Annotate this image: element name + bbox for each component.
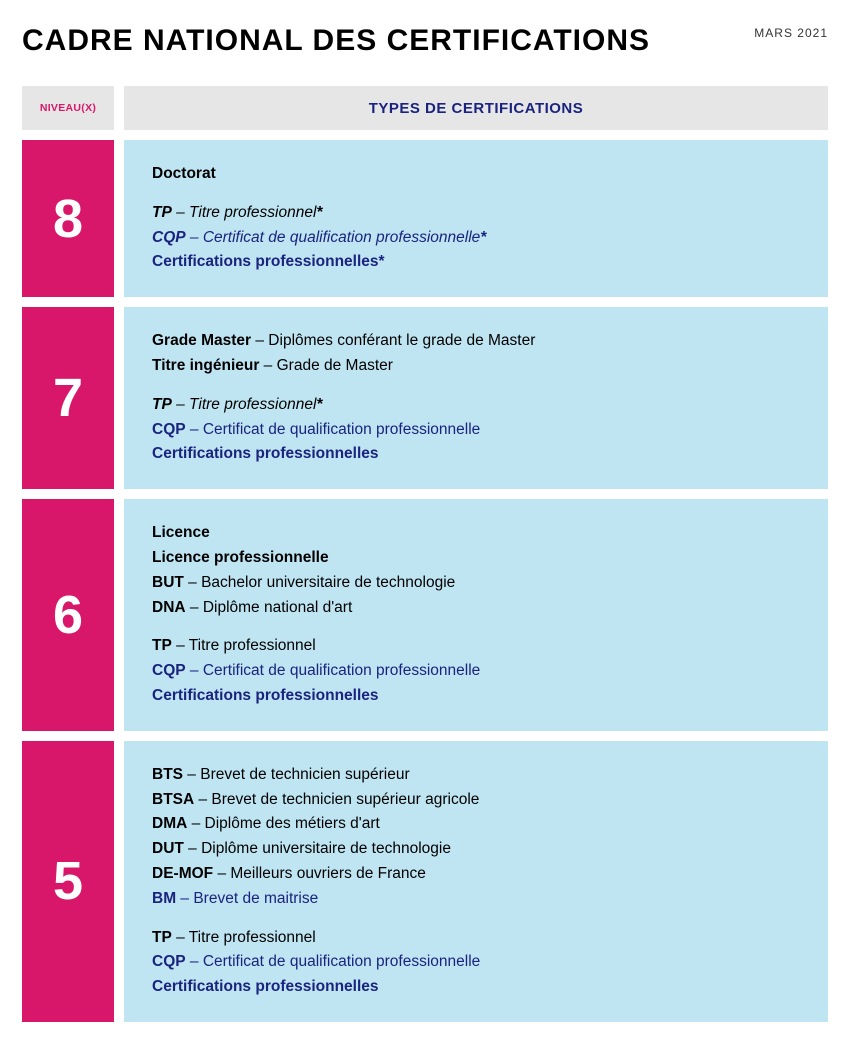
cert-line: Titre ingénieur – Grade de Master xyxy=(152,354,800,379)
cert-text: * xyxy=(316,396,322,413)
cert-text: – Certificat de qualification profession… xyxy=(186,421,481,438)
cert-text: BM xyxy=(152,890,176,907)
level-cell: 5 xyxy=(22,741,114,1022)
group-spacer xyxy=(152,912,800,926)
cert-text: – Certificat de qualification profession… xyxy=(186,229,481,246)
cert-text: – Titre professionnel xyxy=(172,396,317,413)
table-header: NIVEAU(X) TYPES DE CERTIFICATIONS xyxy=(22,86,828,130)
cert-text: DMA xyxy=(152,815,187,832)
cert-line: DNA – Diplôme national d'art xyxy=(152,596,800,621)
cert-text: * xyxy=(316,204,322,221)
cert-line: Grade Master – Diplômes conférant le gra… xyxy=(152,329,800,354)
cert-text: TP xyxy=(152,396,172,413)
cert-line: CQP – Certificat de qualification profes… xyxy=(152,226,800,251)
cert-line: TP – Titre professionnel xyxy=(152,926,800,951)
cert-line: TP – Titre professionnel* xyxy=(152,201,800,226)
cert-text: Certifications professionnelles xyxy=(152,445,379,462)
cert-line: DMA – Diplôme des métiers d'art xyxy=(152,812,800,837)
content-cell: BTS – Brevet de technicien supérieurBTSA… xyxy=(124,741,828,1022)
cert-line: CQP – Certificat de qualification profes… xyxy=(152,659,800,684)
cert-line: Certifications professionnelles xyxy=(152,442,800,467)
cert-text: – Certificat de qualification profession… xyxy=(186,662,481,679)
cert-text: DNA xyxy=(152,599,186,616)
cert-text: – Meilleurs ouvriers de France xyxy=(213,865,426,882)
cert-text: TP xyxy=(152,929,172,946)
cert-text: DUT xyxy=(152,840,184,857)
level-cell: 8 xyxy=(22,140,114,297)
group-spacer xyxy=(152,379,800,393)
cert-text: – Titre professionnel xyxy=(172,204,317,221)
cert-text: – Brevet de technicien supérieur agricol… xyxy=(194,791,479,808)
page: CADRE NATIONAL DES CERTIFICATIONS MARS 2… xyxy=(0,0,850,1046)
cert-line: Certifications professionnelles* xyxy=(152,250,800,275)
cert-text: Certifications professionnelles xyxy=(152,687,379,704)
content-cell: DoctoratTP – Titre professionnel*CQP – C… xyxy=(124,140,828,297)
cert-text: CQP xyxy=(152,421,186,438)
cert-text: – Bachelor universitaire de technologie xyxy=(184,574,455,591)
column-header-types: TYPES DE CERTIFICATIONS xyxy=(124,86,828,130)
cert-text: – Titre professionnel xyxy=(172,929,316,946)
cert-text: CQP xyxy=(152,662,186,679)
cert-text: DE-MOF xyxy=(152,865,213,882)
cert-text: * xyxy=(379,253,385,270)
cert-text: CQP xyxy=(152,953,186,970)
content-cell: Grade Master – Diplômes conférant le gra… xyxy=(124,307,828,489)
cert-text: Certifications professionnelles xyxy=(152,253,379,270)
cert-line: BTS – Brevet de technicien supérieur xyxy=(152,763,800,788)
cert-line: DUT – Diplôme universitaire de technolog… xyxy=(152,837,800,862)
cert-text: – Diplôme universitaire de technologie xyxy=(184,840,451,857)
group-spacer xyxy=(152,620,800,634)
cert-text: – Diplômes conférant le grade de Master xyxy=(251,332,535,349)
table-body: 8DoctoratTP – Titre professionnel*CQP – … xyxy=(22,130,828,1022)
cert-text: – Diplôme des métiers d'art xyxy=(187,815,379,832)
content-cell: Licence Licence professionnelle BUT – Bach… xyxy=(124,499,828,731)
level-cell: 6 xyxy=(22,499,114,731)
cert-text: BUT xyxy=(152,574,184,591)
cert-text: Doctorat xyxy=(152,165,216,182)
cert-text: * xyxy=(480,229,486,246)
cert-line: TP – Titre professionnel* xyxy=(152,393,800,418)
cert-line: Doctorat xyxy=(152,162,800,187)
cert-line: CQP – Certificat de qualification profes… xyxy=(152,950,800,975)
cert-text: CQP xyxy=(152,229,186,246)
group-spacer xyxy=(152,187,800,201)
cert-text: BTS xyxy=(152,766,183,783)
cert-line: DE-MOF – Meilleurs ouvriers de France xyxy=(152,862,800,887)
cert-text: Licence professionnelle xyxy=(152,549,329,566)
level-cell: 7 xyxy=(22,307,114,489)
cert-text: – Grade de Master xyxy=(259,357,393,374)
cert-line: TP – Titre professionnel xyxy=(152,634,800,659)
cert-text: – Brevet de maitrise xyxy=(176,890,318,907)
cert-text: BTSA xyxy=(152,791,194,808)
cert-line: BM – Brevet de maitrise xyxy=(152,887,800,912)
table-row: 5BTS – Brevet de technicien supérieurBTS… xyxy=(22,741,828,1022)
cert-text: – Certificat de qualification profession… xyxy=(186,953,481,970)
table-row: 8DoctoratTP – Titre professionnel*CQP – … xyxy=(22,140,828,297)
header: CADRE NATIONAL DES CERTIFICATIONS MARS 2… xyxy=(22,24,828,58)
cert-text: Grade Master xyxy=(152,332,251,349)
cert-text: TP xyxy=(152,204,172,221)
cert-line: Licence xyxy=(152,521,800,546)
cert-line: BTSA – Brevet de technicien supérieur ag… xyxy=(152,788,800,813)
cert-text: Titre ingénieur xyxy=(152,357,259,374)
column-header-level: NIVEAU(X) xyxy=(22,86,114,130)
cert-line: Certifications professionnelles xyxy=(152,975,800,1000)
page-date: MARS 2021 xyxy=(754,26,828,40)
cert-text: Licence xyxy=(152,524,210,541)
cert-line: CQP – Certificat de qualification profes… xyxy=(152,418,800,443)
cert-text: – Brevet de technicien supérieur xyxy=(183,766,410,783)
page-title: CADRE NATIONAL DES CERTIFICATIONS xyxy=(22,24,650,58)
table-row: 7 Grade Master – Diplômes conférant le gr… xyxy=(22,307,828,489)
cert-text: TP xyxy=(152,637,172,654)
cert-text: – Diplôme national d'art xyxy=(186,599,353,616)
cert-line: Certifications professionnelles xyxy=(152,684,800,709)
cert-text: – Titre professionnel xyxy=(172,637,316,654)
cert-text: Certifications professionnelles xyxy=(152,978,379,995)
cert-line: Licence professionnelle xyxy=(152,546,800,571)
cert-line: BUT – Bachelor universitaire de technolo… xyxy=(152,571,800,596)
table-row: 6 Licence Licence professionnelle BUT – Bac… xyxy=(22,499,828,731)
